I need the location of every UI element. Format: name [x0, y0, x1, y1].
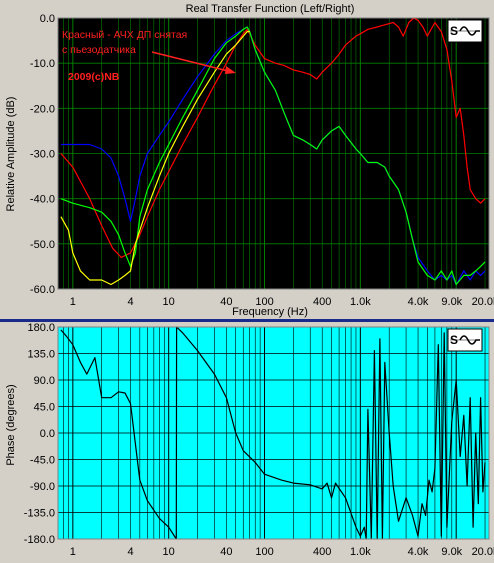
series-line-0-3 [60, 31, 250, 286]
y-tick-label: -60.0 [30, 284, 55, 296]
annotation-arrow-head [225, 66, 236, 74]
x-tick-label: 400 [313, 546, 331, 558]
sine-wave-logo-icon: S [447, 19, 483, 43]
phase-frame [57, 326, 490, 540]
x-tick-label: 10 [163, 296, 175, 308]
x-tick-label: 1.0k [350, 546, 371, 558]
y-tick-label: -30.0 [30, 149, 55, 161]
series-line-0-0 [60, 17, 486, 258]
x-tick-label: 10 [163, 546, 175, 558]
x-tick-label: 100 [255, 296, 273, 308]
y-tick-label: 180.0 [27, 322, 55, 334]
x-tick-label: 4.0k [408, 546, 429, 558]
phase-y-axis-label: Phase (degrees) [5, 384, 17, 465]
y-tick-label: 45.0 [34, 402, 55, 414]
x-tick-label: 4 [127, 296, 133, 308]
y-tick-label: -180.0 [24, 534, 55, 546]
x-tick-label: 9.0k [441, 546, 462, 558]
y-tick-label: -135.0 [24, 508, 55, 520]
y-tick-label: -20.0 [30, 103, 55, 115]
series-line-1-0 [60, 326, 486, 540]
amplitude-tick-labels: 1 4 10 40 100 400 1.0k 4.0k 9.0k 20.0k 0.0 -10.0 -20… [30, 13, 494, 308]
x-tick-label: 100 [255, 546, 273, 558]
x-tick-label: 20.0k [472, 546, 494, 558]
annotation-red-line-2: с пьезодатчика [62, 44, 136, 56]
amplitude-frame [57, 17, 490, 290]
y-tick-label: 135.0 [27, 349, 55, 361]
annotation-copyright: 2009(c)NB [68, 71, 120, 83]
y-tick-label: -90.0 [30, 481, 55, 493]
y-tick-label: -50.0 [30, 239, 55, 251]
amplitude-x-axis-label: Frequency (Hz) [232, 306, 308, 318]
x-tick-label: 1 [70, 546, 76, 558]
x-tick-label: 400 [313, 296, 331, 308]
x-tick-label: 1 [70, 296, 76, 308]
x-tick-label: 20.0k [472, 296, 494, 308]
x-tick-label: 1.0k [350, 296, 371, 308]
phase-tick-labels: 1 4 10 40 100 400 1.0k 4.0k 9.0k 20.0k 180.0 135.0 9… [24, 322, 494, 558]
x-tick-label: 40 [220, 546, 232, 558]
series-line-0-2 [60, 26, 486, 286]
y-tick-label: 0.0 [40, 13, 55, 25]
amplitude-y-axis-label: Relative Amplitude (dB) [5, 97, 17, 212]
window-title: Real Transfer Function (Left/Right) [186, 3, 355, 15]
y-tick-label: -10.0 [30, 58, 55, 70]
amplitude-series-group [60, 17, 486, 286]
y-tick-label: 90.0 [34, 375, 55, 387]
annotation-red-line-1: Красный - АЧХ ДП снятая [62, 29, 187, 41]
y-tick-label: -40.0 [30, 194, 55, 206]
x-tick-label: 9.0k [441, 296, 462, 308]
y-tick-label: -45.0 [30, 455, 55, 467]
x-tick-label: 40 [220, 296, 232, 308]
x-tick-label: 4 [127, 546, 133, 558]
annotation-arrow-line [151, 51, 233, 73]
y-tick-label: 0.0 [40, 428, 55, 440]
phase-series-group [60, 326, 486, 540]
panel-divider [0, 319, 494, 322]
x-tick-label: 4.0k [408, 296, 429, 308]
sine-wave-logo-icon: S [447, 328, 483, 352]
